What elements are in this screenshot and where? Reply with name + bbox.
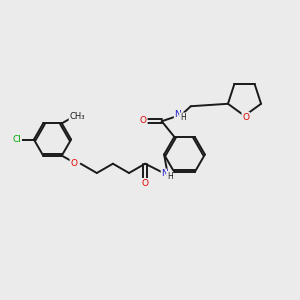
Text: H: H: [167, 172, 172, 181]
Text: N: N: [161, 169, 168, 178]
Text: O: O: [70, 159, 77, 168]
Text: CH₃: CH₃: [69, 112, 85, 121]
Text: N: N: [175, 110, 181, 119]
Text: O: O: [242, 112, 249, 122]
Text: H: H: [180, 113, 186, 122]
Text: O: O: [140, 116, 147, 125]
Text: Cl: Cl: [12, 135, 21, 144]
Text: O: O: [142, 179, 148, 188]
